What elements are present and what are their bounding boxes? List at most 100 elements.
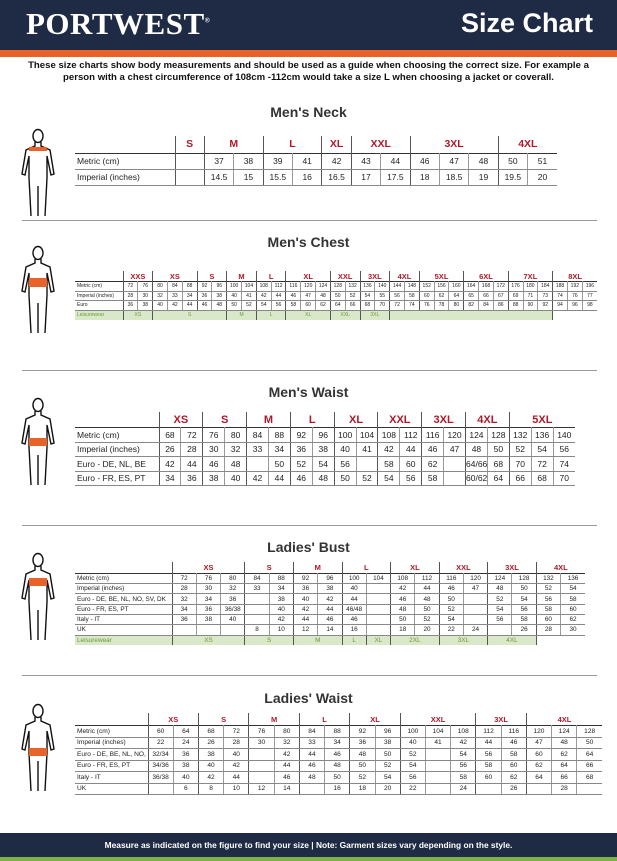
table-cell: 14 xyxy=(317,624,343,636)
size-label-xl: XL xyxy=(321,136,352,153)
table-cell: 30 xyxy=(248,737,275,749)
table-cell: 52 xyxy=(399,748,426,761)
table-cell: 96 xyxy=(311,427,335,443)
table-cell: 60 xyxy=(525,748,552,761)
table-cell: 76 xyxy=(137,281,153,292)
table-cell: 42 xyxy=(223,760,249,772)
leisurewear-size: L xyxy=(255,310,286,320)
table-cell xyxy=(244,593,270,605)
table-cell: 68 xyxy=(197,725,224,738)
table-cell: 39 xyxy=(262,153,293,170)
table-cell: 46 xyxy=(438,583,464,595)
table-cell: 34 xyxy=(171,604,197,615)
table-cell: 50 xyxy=(511,583,537,595)
table-cell: 44 xyxy=(298,748,325,761)
table-cell: 16 xyxy=(341,624,367,636)
table-cell: 42 xyxy=(450,737,476,749)
table-cell: 50 xyxy=(414,604,440,615)
table-cell xyxy=(475,783,502,795)
leisurewear-row: Leisurewear XS S M L XL XXL 3XL xyxy=(75,310,598,320)
header-accent-stripe xyxy=(0,50,617,57)
table-cell xyxy=(220,624,245,636)
leisurewear-size: XL xyxy=(285,310,331,320)
table-cell: 40 xyxy=(197,760,224,772)
table-cell: 65 xyxy=(463,291,479,301)
table-row: Imperial (inches) 14.5 15 15.5 16 16.5 17 17.5 1… xyxy=(75,169,557,186)
table-cell: 34 xyxy=(324,737,350,749)
table-row: Imperial (inches) 22 24 26 28 30 32 33 34 36 38 40 4… xyxy=(75,737,603,749)
table-cell: 120 xyxy=(525,725,552,738)
table-cell xyxy=(525,783,552,795)
row-label: Metric (cm) xyxy=(75,427,159,443)
table-cell xyxy=(365,583,391,595)
table-cell: 60 xyxy=(418,291,435,301)
row-label: Italy - IT xyxy=(75,771,148,784)
size-label-3xl: 3XL xyxy=(421,412,466,428)
table-cell: 104 xyxy=(424,725,451,738)
table-row: Euro - DE, BE, NL, NO, SV, DK32/34363840… xyxy=(75,748,603,761)
table-cell: 108 xyxy=(450,725,476,738)
leisurewear-size: S xyxy=(244,635,294,646)
row-label: Euro xyxy=(75,300,123,311)
table-cell: 92 xyxy=(537,300,553,311)
row-label: Euro - DE, BE, NL, NO, SV, DK xyxy=(75,748,148,761)
table-cell: 140 xyxy=(552,427,575,443)
footer-accent-line xyxy=(0,857,617,861)
size-label-4xl: 4XL xyxy=(535,562,585,574)
table-cell xyxy=(462,593,488,605)
table-cell: 41 xyxy=(241,291,257,301)
table-cell: 58 xyxy=(377,456,400,472)
table-cell: 26 xyxy=(511,624,537,636)
table-cell: 38 xyxy=(195,614,221,626)
body-figure-chest xyxy=(18,245,58,340)
table-cell: 46 xyxy=(390,593,415,605)
leisurewear-size: XS xyxy=(171,635,245,646)
table-cell: 34 xyxy=(268,583,294,595)
size-table-1: XXS XS S M L XL XXL 3XL 4XL 5XL 6XL 7XL 8XL Metric (c… xyxy=(75,271,598,320)
size-label-4xl: 4XL xyxy=(389,271,420,282)
table-cell: 40 xyxy=(172,771,199,784)
table-cell: 26 xyxy=(197,737,224,749)
table-cell: 82 xyxy=(463,300,479,311)
size-label-l: L xyxy=(341,562,391,574)
row-label: Metric (cm) xyxy=(75,573,173,585)
table-cell: 40 xyxy=(226,291,242,301)
table-cell: 96 xyxy=(374,725,401,738)
table-cell: 54 xyxy=(399,760,426,772)
table-cell: 128 xyxy=(486,427,510,443)
table-cell: 152 xyxy=(418,281,435,292)
table-cell: 19 xyxy=(468,169,499,186)
table-cell: 44 xyxy=(341,593,367,605)
size-label-xxl: XXL xyxy=(329,271,361,282)
table-cell: 80 xyxy=(152,281,168,292)
table-cell: 44 xyxy=(292,614,318,626)
table-cell: 48 xyxy=(349,748,375,761)
table-cell: 84 xyxy=(246,427,269,443)
table-cell: 132 xyxy=(535,573,561,585)
table-cell: 50 xyxy=(226,300,242,311)
table-cell: 60 xyxy=(500,760,527,772)
table-cell xyxy=(424,760,451,772)
table-cell: 52 xyxy=(508,442,532,457)
table-cell: 36 xyxy=(172,748,199,761)
size-label-4xl: 4XL xyxy=(465,412,510,428)
table-cell: 70 xyxy=(508,456,532,472)
table-cell: 128 xyxy=(576,725,603,738)
table-cell: 52 xyxy=(355,471,378,486)
table-cell: 40 xyxy=(333,442,357,457)
table-cell: 50 xyxy=(497,153,528,170)
size-label-3xl: 3XL xyxy=(475,713,527,726)
table-cell: 36 xyxy=(349,737,375,749)
table-cell: 58 xyxy=(403,291,420,301)
table-cell: 76 xyxy=(195,573,221,585)
table-cell xyxy=(424,783,451,795)
table-cell: 38 xyxy=(172,760,199,772)
table-cell: 38 xyxy=(137,300,153,311)
table-cell: 51 xyxy=(527,153,557,170)
table-cell: 32 xyxy=(171,593,197,605)
table-cell xyxy=(462,604,488,615)
table-cell: 44 xyxy=(399,442,422,457)
table-cell: 24 xyxy=(450,783,476,795)
section-divider xyxy=(22,675,597,676)
table-cell: 176 xyxy=(507,281,523,292)
